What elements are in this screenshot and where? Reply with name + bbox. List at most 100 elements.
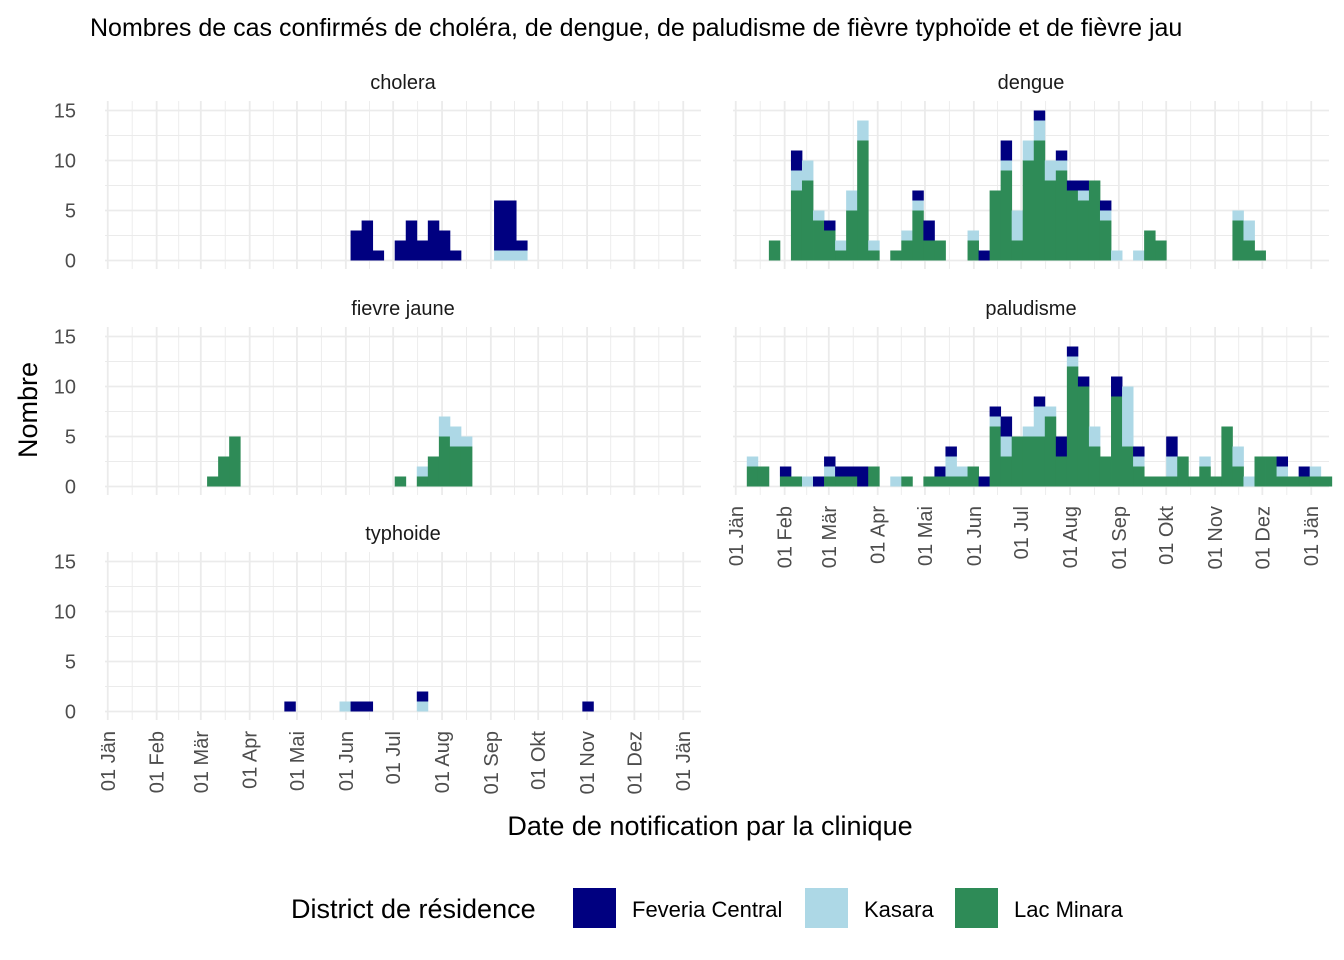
bar-segment-lac-minara [438, 436, 451, 487]
bar-segment-kasara [989, 416, 1002, 427]
y-tick-label: 15 [54, 327, 76, 349]
bar-segment-kasara [416, 466, 429, 477]
bar-segment-lac-minara [934, 240, 946, 261]
x-tick-label: 01 Aug [432, 731, 454, 793]
bar-segment-lac-minara [207, 476, 219, 487]
bar-segment-kasara [1099, 210, 1112, 221]
x-tick-label: 01 Jul [1011, 506, 1033, 559]
bar-segment-lac-minara [1232, 220, 1244, 261]
bar-segment-kasara [505, 250, 517, 261]
bar-segment-lac-minara [1088, 180, 1101, 261]
x-tick-label: 01 Aug [1060, 506, 1082, 568]
bar-segment-feveria-central [978, 476, 991, 487]
chart-title: Nombres de cas confirmés de choléra, de … [90, 14, 1182, 42]
bar-segment-kasara [846, 190, 858, 211]
bar-segment-lac-minara [768, 240, 781, 261]
bar-segment-lac-minara [868, 466, 880, 487]
x-axis-title: Date de notification par la clinique [507, 811, 912, 841]
legend-item: Kasara [805, 888, 934, 928]
facet-strip-label: paludisme [985, 298, 1076, 320]
facet-strip-label: cholera [370, 72, 436, 94]
bar-segment-lac-minara [1055, 456, 1068, 487]
bar-segment-kasara [1044, 406, 1057, 417]
bar-segment-feveria-central [361, 220, 374, 261]
bar-segment-feveria-central [835, 466, 847, 477]
bar-segment-feveria-central [361, 701, 374, 712]
bar-segment-kasara [1243, 220, 1255, 241]
bar-segment-kasara [1000, 436, 1013, 457]
bar-segment-feveria-central [1298, 466, 1311, 477]
bar-segment-kasara [1133, 456, 1145, 467]
bar-segment-kasara [1022, 426, 1035, 437]
x-tick-label: 01 Okt [1156, 506, 1178, 565]
facet-panel-cholera: cholera 0 5 10 15 [54, 72, 701, 273]
bar-segment-lac-minara [1022, 160, 1035, 261]
bar-segment-lac-minara [1122, 446, 1134, 487]
bar-segment-lac-minara [779, 476, 792, 487]
bar-segment-lac-minara [1033, 140, 1046, 261]
bar-segment-feveria-central [1111, 376, 1123, 397]
bar-segment-lac-minara [1099, 220, 1112, 261]
bar-segment-kasara [339, 701, 351, 712]
x-tick-label: 01 Dez [1252, 506, 1274, 569]
bar-segment-lac-minara [1265, 456, 1277, 487]
y-tick-label: 10 [54, 377, 76, 399]
bar-segment-kasara [1000, 160, 1013, 171]
bar-segment-lac-minara [1044, 416, 1057, 487]
bar-segment-lac-minara [1011, 436, 1024, 487]
y-tick-label: 5 [65, 652, 76, 674]
bar-segment-lac-minara [835, 250, 847, 261]
bar-segment-lac-minara [1166, 476, 1178, 487]
bar-segment-lac-minara [923, 476, 935, 487]
bar-segment-kasara [1243, 476, 1255, 487]
bar-segment-lac-minara [1221, 426, 1233, 487]
x-tick-label: 01 Mai [915, 506, 937, 566]
x-tick-label: 01 Jul [383, 731, 405, 784]
x-tick-label: 01 Jän [98, 731, 120, 791]
y-tick-label: 0 [65, 702, 76, 724]
facet-panel-fievre-jaune: fievre jaune 0 5 10 15 [54, 298, 701, 499]
bar-segment-feveria-central [813, 476, 825, 487]
bar-segment-lac-minara [790, 190, 803, 261]
bar-segment-kasara [1309, 466, 1322, 477]
bars [768, 110, 1266, 261]
bar-segment-feveria-central [1099, 200, 1112, 211]
bar-segment-kasara [1077, 190, 1090, 201]
bar-segment-kasara [1166, 456, 1178, 477]
bar-segment-lac-minara [229, 436, 241, 487]
bar-segment-feveria-central [350, 701, 363, 712]
bar-segment-kasara [1011, 210, 1024, 241]
bar-segment-kasara [1122, 386, 1134, 447]
bar-segment-feveria-central [923, 220, 935, 241]
bar-segment-feveria-central [945, 446, 957, 457]
bar-segment-lac-minara [901, 476, 913, 487]
x-tick-label: 01 Nov [577, 731, 599, 794]
bar-segment-feveria-central [505, 200, 517, 251]
bar-segment-kasara [1022, 140, 1035, 161]
bar-segment-feveria-central [1276, 456, 1289, 467]
x-tick-label: 01 Jän [673, 731, 695, 791]
bar-segment-lac-minara [1298, 476, 1311, 487]
bar-segment-lac-minara [460, 446, 473, 487]
bar-segment-feveria-central [582, 701, 594, 712]
bar-segment-feveria-central [416, 691, 429, 702]
bar-segment-lac-minara [846, 210, 858, 261]
bar-segment-lac-minara [945, 476, 957, 487]
bar-segment-lac-minara [1144, 476, 1156, 487]
bar-segment-kasara [416, 701, 429, 712]
bars [207, 416, 473, 487]
bar-segment-lac-minara [989, 190, 1002, 261]
bar-segment-lac-minara [218, 456, 230, 487]
bar-segment-feveria-central [416, 240, 429, 261]
bar-segment-lac-minara [394, 476, 407, 487]
bar-segment-kasara [1232, 210, 1244, 221]
bar-segment-kasara [746, 456, 759, 467]
bar-segment-lac-minara [956, 476, 968, 487]
bar-segment-kasara [967, 230, 979, 241]
bar-segment-kasara [1276, 466, 1289, 477]
bar-segment-lac-minara [1254, 456, 1266, 487]
bar-segment-lac-minara [857, 140, 869, 261]
bar-segment-feveria-central [438, 230, 451, 261]
bar-segment-feveria-central [1033, 110, 1046, 121]
x-tick-label: 01 Mai [287, 731, 309, 791]
